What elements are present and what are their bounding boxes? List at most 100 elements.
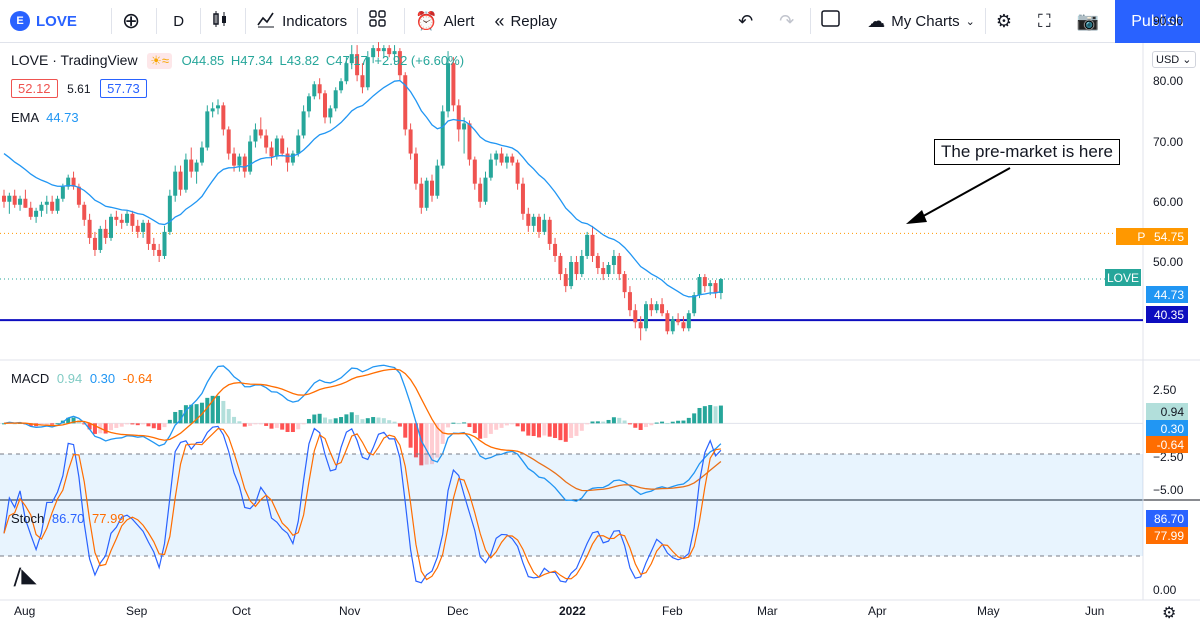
candle-body: [157, 249, 162, 256]
macd-hist-bar: [365, 418, 370, 424]
candle-body: [397, 51, 402, 76]
candle-body: [146, 222, 151, 244]
fullscreen-button[interactable]: ⛶: [1028, 0, 1067, 43]
publish-button[interactable]: Publish: [1115, 0, 1200, 43]
macd-hist-bar: [462, 422, 467, 424]
currency-selector[interactable]: USD ⌄: [1152, 51, 1196, 68]
chart-type-button[interactable]: [201, 0, 245, 43]
time-axis-settings-button[interactable]: ⚙: [1162, 603, 1176, 623]
candle-body: [71, 177, 76, 187]
macd-hist-bar: [167, 419, 172, 424]
macd-hist-bar: [39, 423, 44, 426]
time-tick-label: Mar: [757, 604, 778, 618]
macd-line: [3, 364, 722, 502]
macd-hist-bar: [531, 423, 536, 437]
candle-body: [296, 135, 301, 154]
weather-icon: ☀≈: [147, 53, 173, 69]
macd-hist-bar: [387, 420, 392, 424]
candle-body: [365, 57, 370, 88]
candle-body: [328, 108, 333, 118]
alarm-clock-icon: ⏰: [415, 10, 438, 31]
candle-body: [87, 219, 92, 238]
macd-hist-bar: [269, 423, 274, 429]
ohlc-open: O44.85: [181, 53, 225, 68]
candle-body: [622, 274, 627, 293]
undo-button[interactable]: ↶: [728, 0, 769, 43]
candle-body: [472, 159, 477, 184]
stoch-band: [0, 454, 1143, 556]
macd-hist-bar: [221, 400, 226, 424]
macd-hist-bar: [478, 423, 483, 439]
candle-body: [98, 228, 103, 250]
bid-box[interactable]: 52.12: [11, 79, 58, 98]
redo-button[interactable]: ↷: [769, 0, 810, 43]
time-tick-label: Sep: [126, 604, 148, 618]
macd-hist-bar: [515, 423, 520, 427]
macd-hist-bar: [606, 419, 611, 424]
candle-body: [569, 262, 574, 287]
snapshot-button[interactable]: 📷: [1067, 0, 1115, 43]
candle-body: [494, 153, 499, 160]
time-tick-label: Aug: [14, 604, 36, 618]
my-charts-label: My Charts: [891, 12, 960, 30]
candle-body: [125, 213, 130, 223]
indicators-button[interactable]: Indicators: [246, 0, 357, 43]
annotation-callout[interactable]: The pre-market is here: [934, 139, 1120, 165]
macd-hist-bar: [579, 423, 584, 431]
macd-hist-bar: [563, 423, 568, 442]
fullscreen-chart-button[interactable]: [811, 0, 857, 43]
macd-hist-bar: [12, 423, 17, 425]
chevron-down-icon: ⌄: [965, 15, 975, 28]
macd-hist-bar: [109, 423, 113, 431]
macd-signal-line: [3, 368, 722, 492]
tradingview-logo[interactable]: ⧸◣: [14, 567, 37, 590]
price-tick-label: 60.00: [1153, 194, 1184, 209]
time-tick-label: Oct: [232, 604, 251, 618]
candle-body: [339, 81, 344, 91]
candle-body: [713, 283, 718, 294]
candle-body: [92, 237, 97, 250]
time-tick-label: May: [977, 604, 1000, 618]
macd-hist-bar: [114, 423, 119, 428]
compare-button[interactable]: ⊕: [112, 0, 156, 43]
plus-circle-icon: ⊕: [121, 8, 141, 33]
ema-line: [3, 79, 722, 298]
candle-body: [595, 255, 600, 269]
macd-hist-bar: [424, 423, 429, 465]
replay-button[interactable]: « Replay: [484, 0, 567, 43]
candle-body: [419, 183, 424, 208]
candle-body: [44, 201, 49, 205]
macd-hist-bar: [494, 423, 499, 430]
macd-hist-bar: [125, 423, 130, 425]
redo-icon: ↷: [779, 10, 795, 31]
symbol-search[interactable]: E LOVE: [0, 0, 87, 43]
macd-hist-bar: [157, 423, 162, 430]
macd-hist-bar: [333, 418, 338, 424]
macd-hist-value: 0.94: [56, 371, 83, 386]
time-tick-label: 2022: [559, 604, 586, 618]
candle-body: [558, 255, 563, 275]
ask-box[interactable]: 57.73: [100, 79, 147, 98]
macd-hist-bar: [381, 418, 386, 424]
alert-button[interactable]: ⏰ Alert: [405, 0, 484, 43]
my-charts-button[interactable]: ☁ My Charts ⌄: [857, 0, 985, 43]
candle-body: [60, 186, 65, 199]
time-tick-label: Jun: [1085, 604, 1105, 618]
interval-button[interactable]: D: [157, 0, 200, 43]
candle-body: [173, 171, 178, 196]
candle-body: [280, 138, 285, 154]
candle-body: [226, 129, 231, 154]
candle-body: [403, 75, 408, 130]
spread-value: 5.61: [67, 82, 91, 96]
macd-hist-bar: [312, 414, 317, 424]
settings-button[interactable]: ⚙: [986, 0, 1028, 43]
macd-hist-bar: [82, 423, 87, 425]
candle-body: [290, 153, 295, 163]
candle-body: [183, 159, 188, 190]
candle-body: [135, 225, 140, 232]
candle-body: [430, 180, 434, 196]
macd-hist-bar: [360, 419, 365, 424]
layouts-button[interactable]: [358, 0, 404, 43]
candle-body: [23, 198, 28, 208]
